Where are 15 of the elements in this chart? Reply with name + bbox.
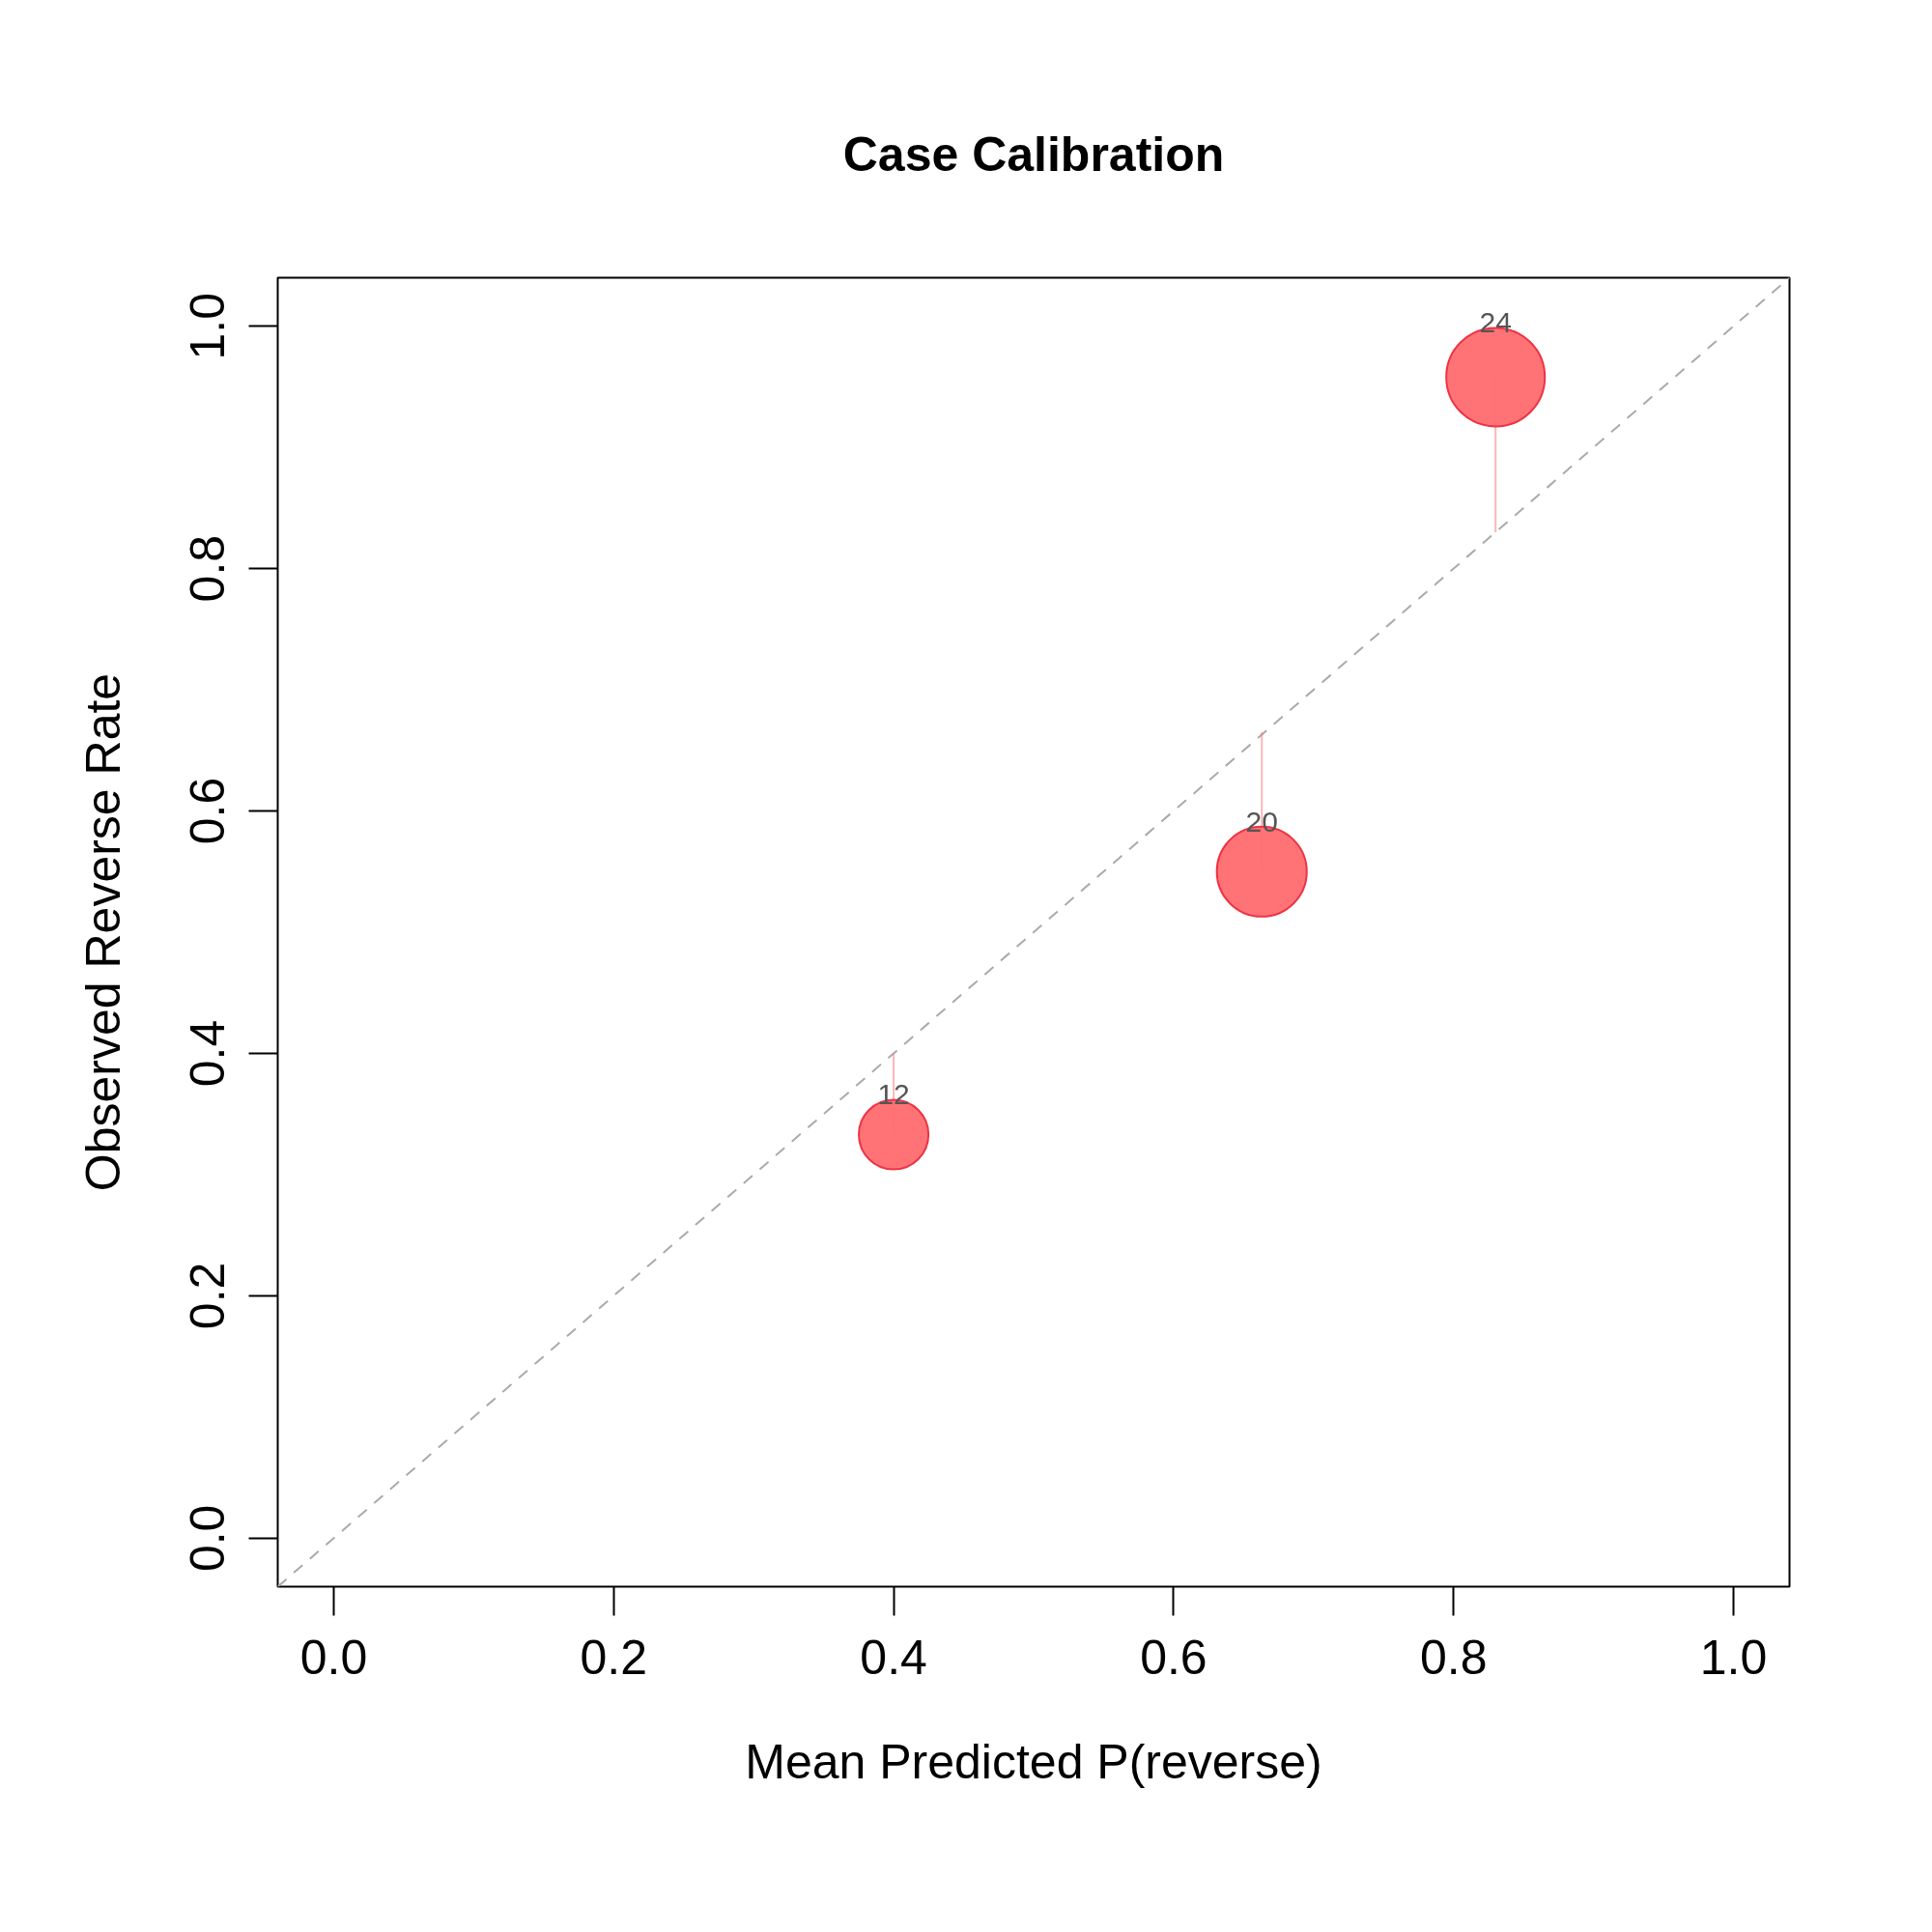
x-tick-label: 1.0 [1699,1630,1768,1685]
x-tick-label: 0.6 [1140,1630,1208,1685]
y-tick-label: 0.2 [181,1262,236,1330]
y-tick-label: 0.6 [181,777,236,845]
y-tick-label: 0.0 [181,1504,236,1573]
y-axis-title: Observed Reverse Rate [75,672,130,1192]
y-tick-label: 1.0 [181,292,236,360]
chart-title: Case Calibration [842,127,1225,182]
x-tick-label: 0.8 [1419,1630,1488,1685]
x-tick-label: 0.2 [580,1630,648,1685]
y-tick-label: 0.4 [181,1019,236,1088]
x-axis-title: Mean Predicted P(reverse) [745,1734,1322,1789]
y-tick-label: 0.8 [181,534,236,603]
x-tick-label: 0.0 [299,1630,368,1685]
x-tick-label: 0.4 [860,1630,927,1685]
